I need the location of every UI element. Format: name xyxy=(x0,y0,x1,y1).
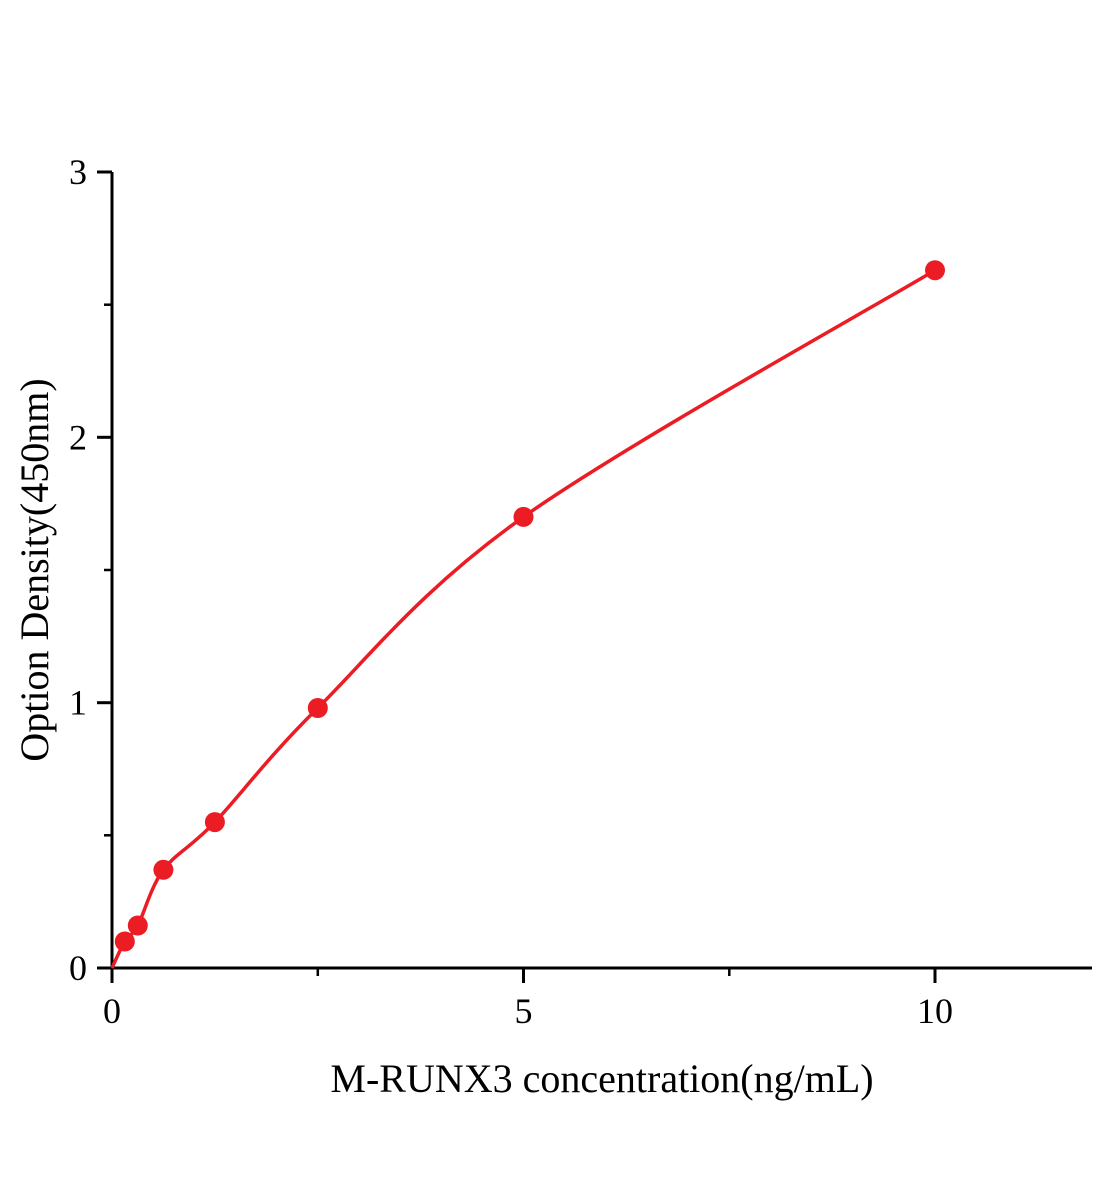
axis-ticks xyxy=(97,170,937,983)
y-tick-label: 3 xyxy=(69,152,87,192)
y-tick-label: 2 xyxy=(69,417,87,457)
x-tick-label: 10 xyxy=(917,991,953,1031)
data-point xyxy=(127,915,148,936)
x-tick-label: 5 xyxy=(515,991,533,1031)
y-tick-label: 0 xyxy=(69,948,87,988)
data-point xyxy=(925,260,945,281)
data-point xyxy=(153,859,174,880)
x-axis-title: M-RUNX3 concentration(ng/mL) xyxy=(330,1056,873,1101)
data-series xyxy=(110,260,945,969)
data-point xyxy=(114,931,135,952)
axes xyxy=(110,172,1092,970)
x-tick-label: 0 xyxy=(103,991,121,1031)
data-point xyxy=(513,506,534,527)
data-point xyxy=(204,812,225,833)
axis-tick-labels: 0 5 10 0 1 2 3 xyxy=(69,152,953,1031)
y-tick-label: 1 xyxy=(69,683,87,723)
data-point xyxy=(307,698,328,718)
fit-curve-path xyxy=(110,268,936,969)
y-axis-title: Option Density(450nm) xyxy=(12,378,57,761)
